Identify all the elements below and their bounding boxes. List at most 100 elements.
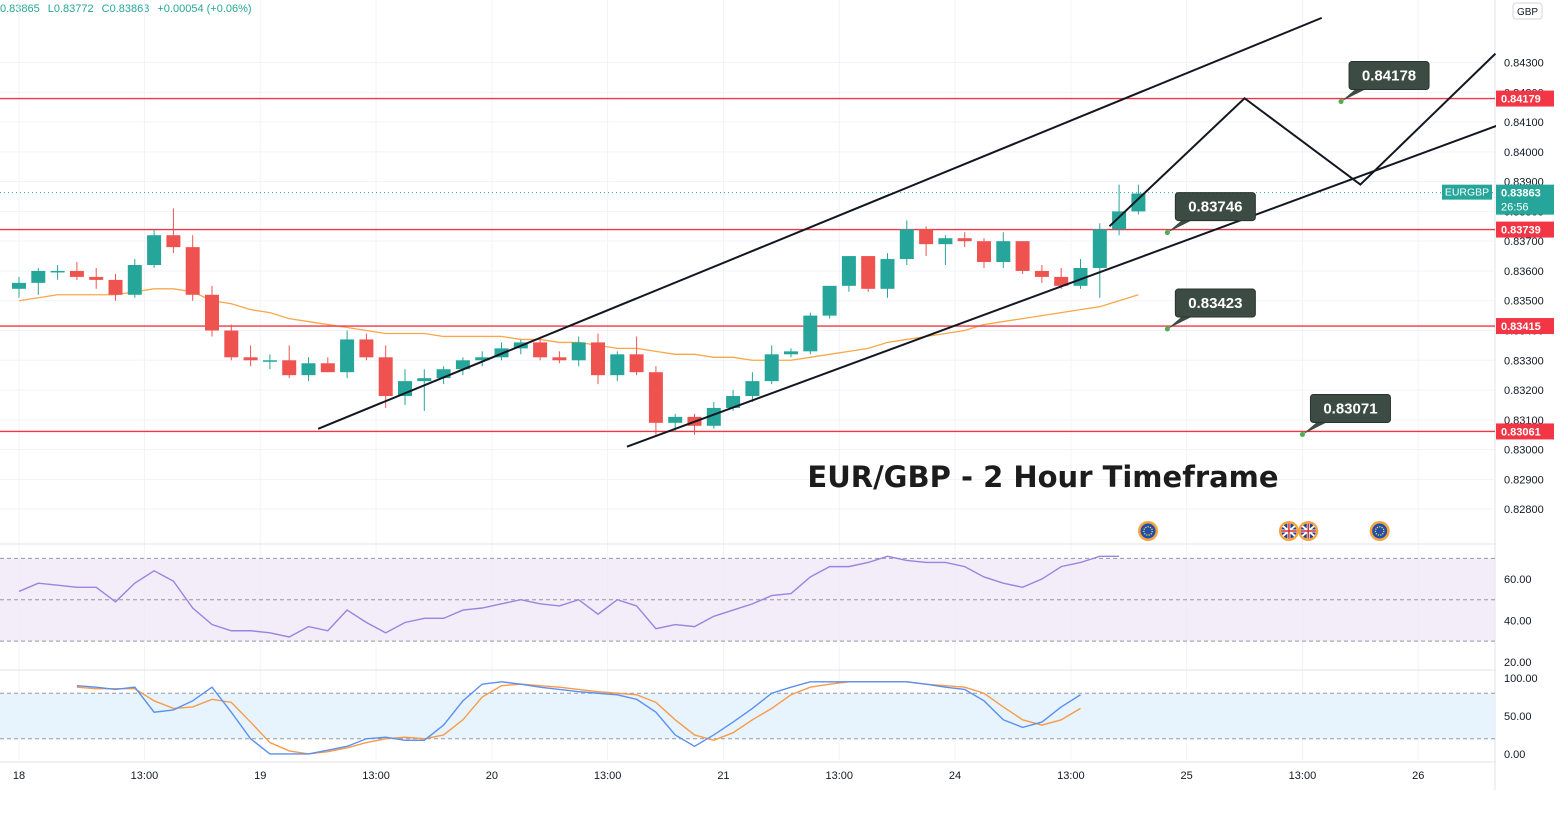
candle-body[interactable] bbox=[50, 270, 65, 273]
candle-body[interactable] bbox=[166, 235, 181, 248]
candle-body[interactable] bbox=[938, 238, 953, 245]
callout-pointer bbox=[1167, 220, 1192, 233]
candle-body[interactable] bbox=[69, 270, 84, 277]
candle-body[interactable] bbox=[996, 241, 1011, 263]
callout-label: 0.83746 bbox=[1188, 199, 1242, 216]
candle-body[interactable] bbox=[185, 247, 200, 295]
candle-body[interactable] bbox=[1054, 276, 1069, 286]
candle-body[interactable] bbox=[243, 357, 258, 361]
candlestick-series bbox=[12, 184, 1146, 435]
candle-body[interactable] bbox=[12, 282, 26, 289]
channel-line[interactable] bbox=[626, 118, 1516, 448]
candle-body[interactable] bbox=[224, 330, 239, 358]
currency-badge[interactable]: GBP bbox=[1512, 2, 1543, 20]
eu-flag-icon[interactable] bbox=[1138, 521, 1159, 541]
candle-body[interactable] bbox=[1034, 270, 1049, 277]
level-price-label[interactable]: 0.84179 bbox=[1496, 90, 1554, 107]
candle-body[interactable] bbox=[1092, 229, 1107, 268]
rsi-line bbox=[18, 555, 1120, 638]
callout-box bbox=[1174, 288, 1256, 318]
candle-body[interactable] bbox=[803, 315, 818, 352]
uk-flag-cross-red bbox=[1281, 523, 1297, 539]
rsi-tick-label: 40.00 bbox=[1504, 615, 1532, 627]
event-markers bbox=[1138, 521, 1390, 541]
price-callout[interactable]: 0.83423 bbox=[1164, 288, 1256, 332]
candle-body[interactable] bbox=[745, 381, 760, 397]
callout-pointer bbox=[1341, 89, 1366, 102]
eu-flag-icon[interactable] bbox=[1369, 521, 1390, 541]
candle-body[interactable] bbox=[475, 357, 490, 361]
price-callout[interactable]: 0.83071 bbox=[1299, 393, 1391, 437]
candle-body[interactable] bbox=[784, 351, 798, 355]
candle-body[interactable] bbox=[977, 241, 991, 263]
uk-flag-icon[interactable] bbox=[1298, 521, 1319, 541]
candle-body[interactable] bbox=[726, 396, 741, 408]
candle-body[interactable] bbox=[629, 354, 644, 373]
candle-body[interactable] bbox=[552, 357, 567, 361]
candle-body[interactable] bbox=[205, 294, 219, 331]
level-price-label[interactable]: 0.83061 bbox=[1496, 423, 1554, 440]
callout-label: 0.84178 bbox=[1362, 68, 1416, 85]
candle-body[interactable] bbox=[533, 342, 548, 358]
candle-body[interactable] bbox=[282, 360, 297, 376]
candle-body[interactable] bbox=[301, 363, 316, 376]
time-tick-label: 19 bbox=[254, 770, 266, 782]
projection-path[interactable] bbox=[1108, 52, 1497, 228]
candle-body[interactable] bbox=[841, 256, 856, 286]
candle-body[interactable] bbox=[262, 360, 277, 362]
channel-line[interactable] bbox=[317, 16, 1323, 430]
level-price-text: 0.83061 bbox=[1501, 426, 1541, 438]
candle-body[interactable] bbox=[668, 416, 683, 423]
candle-body[interactable] bbox=[1015, 241, 1030, 271]
candle-body[interactable] bbox=[919, 229, 934, 245]
candle-body[interactable] bbox=[89, 276, 104, 280]
candle-body[interactable] bbox=[359, 339, 374, 358]
level-price-label[interactable]: 0.83739 bbox=[1496, 221, 1554, 238]
candle-body[interactable] bbox=[571, 342, 586, 361]
uk-flag-icon[interactable] bbox=[1278, 521, 1299, 541]
callout-label: 0.83423 bbox=[1188, 295, 1242, 312]
candle-body[interactable] bbox=[610, 354, 625, 376]
price-callout[interactable]: 0.84178 bbox=[1338, 61, 1430, 105]
last-price-tag[interactable]: EURGBP 0.83863 26:56 bbox=[1442, 184, 1554, 215]
candle-body[interactable] bbox=[880, 259, 895, 289]
level-price-tag bbox=[1496, 318, 1554, 335]
candle-body[interactable] bbox=[822, 285, 837, 316]
candle-body[interactable] bbox=[378, 357, 393, 397]
candle-body[interactable] bbox=[108, 279, 123, 295]
candle-body[interactable] bbox=[591, 342, 605, 376]
candle-body[interactable] bbox=[127, 265, 142, 295]
candle-body[interactable] bbox=[648, 372, 663, 423]
candle-body[interactable] bbox=[455, 360, 470, 370]
candle-body[interactable] bbox=[1112, 211, 1127, 230]
candle-body[interactable] bbox=[764, 354, 779, 382]
price-callout[interactable]: 0.83746 bbox=[1164, 192, 1256, 236]
rsi-tick-label: 60.00 bbox=[1504, 574, 1532, 586]
time-tick-label: 20 bbox=[486, 770, 498, 782]
candle-body[interactable] bbox=[320, 363, 335, 373]
chart-title: EUR/GBP - 2 Hour Timeframe bbox=[807, 460, 1278, 494]
level-price-label[interactable]: 0.83415 bbox=[1496, 318, 1554, 335]
candle-body[interactable] bbox=[861, 256, 876, 289]
price-tick-label: 0.84300 bbox=[1504, 58, 1544, 70]
candle-body[interactable] bbox=[147, 235, 162, 265]
candle-body[interactable] bbox=[417, 378, 432, 382]
ohlc-open: 0.83865 bbox=[0, 3, 40, 15]
ohlc-header: 0.83865 L0.83772 C0.83863 +0.00054 (+0.06%) bbox=[0, 3, 260, 15]
time-tick-label: 13:00 bbox=[131, 770, 159, 782]
price-tick-label: 0.83600 bbox=[1504, 266, 1544, 278]
stoch-tick-label: 50.00 bbox=[1504, 711, 1532, 723]
candle-body[interactable] bbox=[899, 229, 914, 260]
candle-body[interactable] bbox=[1131, 193, 1146, 212]
eu-flag-stars bbox=[1143, 526, 1153, 536]
level-price-text: 0.83415 bbox=[1501, 321, 1541, 333]
candle-body[interactable] bbox=[340, 339, 355, 373]
price-tick-label: 0.84100 bbox=[1504, 117, 1544, 129]
stochastic-pane bbox=[0, 681, 1495, 755]
candle-body[interactable] bbox=[957, 238, 972, 242]
symbol-tag bbox=[1442, 184, 1492, 200]
callout-label: 0.83071 bbox=[1323, 400, 1377, 417]
candle-body[interactable] bbox=[31, 270, 46, 283]
candle-body[interactable] bbox=[436, 369, 451, 379]
